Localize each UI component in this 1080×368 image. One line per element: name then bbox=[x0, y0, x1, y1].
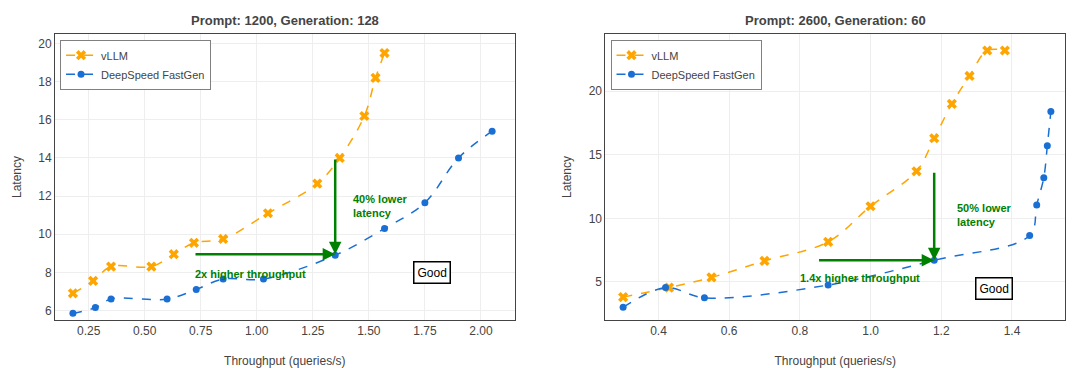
svg-text:Prompt: 1200, Generation: 128: Prompt: 1200, Generation: 128 bbox=[191, 13, 379, 28]
svg-text:vLLM: vLLM bbox=[652, 50, 679, 62]
svg-text:Good: Good bbox=[980, 282, 1009, 296]
svg-text:1.25: 1.25 bbox=[301, 324, 325, 338]
svg-text:0.25: 0.25 bbox=[77, 324, 101, 338]
svg-text:Prompt: 2600, Generation: 60: Prompt: 2600, Generation: 60 bbox=[745, 13, 926, 28]
svg-text:20: 20 bbox=[38, 37, 52, 51]
svg-text:2.00: 2.00 bbox=[469, 324, 493, 338]
svg-text:16: 16 bbox=[38, 113, 52, 127]
svg-text:DeepSpeed FastGen: DeepSpeed FastGen bbox=[652, 69, 755, 81]
svg-text:5: 5 bbox=[595, 275, 602, 289]
svg-text:10: 10 bbox=[38, 227, 52, 241]
svg-text:1.2: 1.2 bbox=[933, 324, 950, 338]
svg-text:Throughput (queries/s): Throughput (queries/s) bbox=[224, 354, 345, 368]
svg-text:40% lowerlatency: 40% lowerlatency bbox=[353, 193, 408, 219]
svg-text:0.75: 0.75 bbox=[189, 324, 213, 338]
svg-text:15: 15 bbox=[589, 148, 603, 162]
svg-text:0.6: 0.6 bbox=[721, 324, 738, 338]
svg-text:0.8: 0.8 bbox=[792, 324, 809, 338]
svg-text:DeepSpeed FastGen: DeepSpeed FastGen bbox=[101, 69, 204, 81]
svg-text:2x higher throughput: 2x higher throughput bbox=[195, 268, 306, 280]
svg-text:Latency: Latency bbox=[560, 156, 574, 198]
svg-text:Throughput (queries/s): Throughput (queries/s) bbox=[775, 354, 896, 368]
svg-text:14: 14 bbox=[38, 151, 52, 165]
svg-text:1.50: 1.50 bbox=[357, 324, 381, 338]
svg-text:0.50: 0.50 bbox=[133, 324, 157, 338]
svg-text:Good: Good bbox=[418, 266, 447, 280]
svg-text:6: 6 bbox=[45, 304, 52, 318]
svg-text:Latency: Latency bbox=[10, 156, 24, 198]
svg-text:1.75: 1.75 bbox=[413, 324, 437, 338]
svg-text:50% lowerlatency: 50% lowerlatency bbox=[957, 202, 1012, 228]
svg-text:1.0: 1.0 bbox=[862, 324, 879, 338]
svg-text:20: 20 bbox=[589, 84, 603, 98]
svg-text:12: 12 bbox=[38, 189, 52, 203]
svg-text:vLLM: vLLM bbox=[101, 50, 128, 62]
svg-text:1.00: 1.00 bbox=[245, 324, 269, 338]
svg-text:18: 18 bbox=[38, 75, 52, 89]
svg-text:8: 8 bbox=[45, 266, 52, 280]
svg-text:1.4: 1.4 bbox=[1004, 324, 1021, 338]
svg-text:10: 10 bbox=[589, 212, 603, 226]
svg-text:0.4: 0.4 bbox=[650, 324, 667, 338]
svg-text:1.4x higher throughput: 1.4x higher throughput bbox=[800, 272, 920, 284]
